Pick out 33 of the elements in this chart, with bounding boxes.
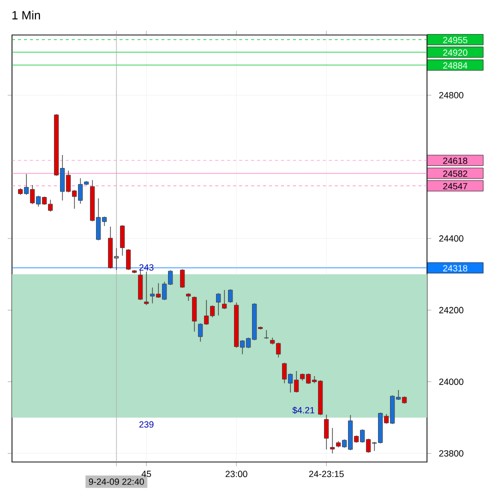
y-tick-label: 23800: [439, 450, 464, 457]
ref-line-label: 24582: [443, 170, 468, 177]
candlestick: [192, 296, 197, 332]
ref-line-label: 24955: [443, 36, 468, 44]
candlestick: [120, 224, 125, 256]
x-tick-label: 23:00: [226, 470, 248, 478]
candlestick: [186, 293, 191, 302]
ref-line-label: 24547: [443, 183, 468, 190]
x-tick-label: 24-23:15: [309, 470, 344, 478]
candlestick: [222, 290, 227, 310]
candlestick: [324, 414, 329, 450]
y-tick-label: 24400: [439, 235, 464, 242]
ref-line-label: 24884: [443, 62, 468, 69]
x-tick-label: 9-24-09 22:40: [88, 478, 144, 485]
y-tick-label: 24000: [439, 378, 464, 385]
candlestick: [132, 270, 137, 274]
y-tick-label: 24800: [439, 92, 464, 98]
ref-line-label: 24618: [443, 158, 468, 164]
candlestick: [330, 428, 335, 454]
candlestick: [138, 270, 143, 300]
x-tick-label: 45: [142, 470, 152, 478]
candlestick: [180, 269, 185, 288]
ref-line-label: 24318: [443, 265, 468, 272]
annotation: $4.21: [292, 406, 314, 414]
y-tick-label: 24200: [439, 306, 464, 314]
candlestick: [126, 248, 131, 270]
candlestick: [216, 293, 221, 316]
ref-line-label: 24920: [443, 49, 468, 56]
chart-title: 1 Min: [12, 10, 40, 20]
annotation: 239: [139, 421, 154, 428]
candlestick: [144, 272, 149, 306]
candlestick: [228, 289, 233, 303]
candlestick: [264, 330, 269, 340]
